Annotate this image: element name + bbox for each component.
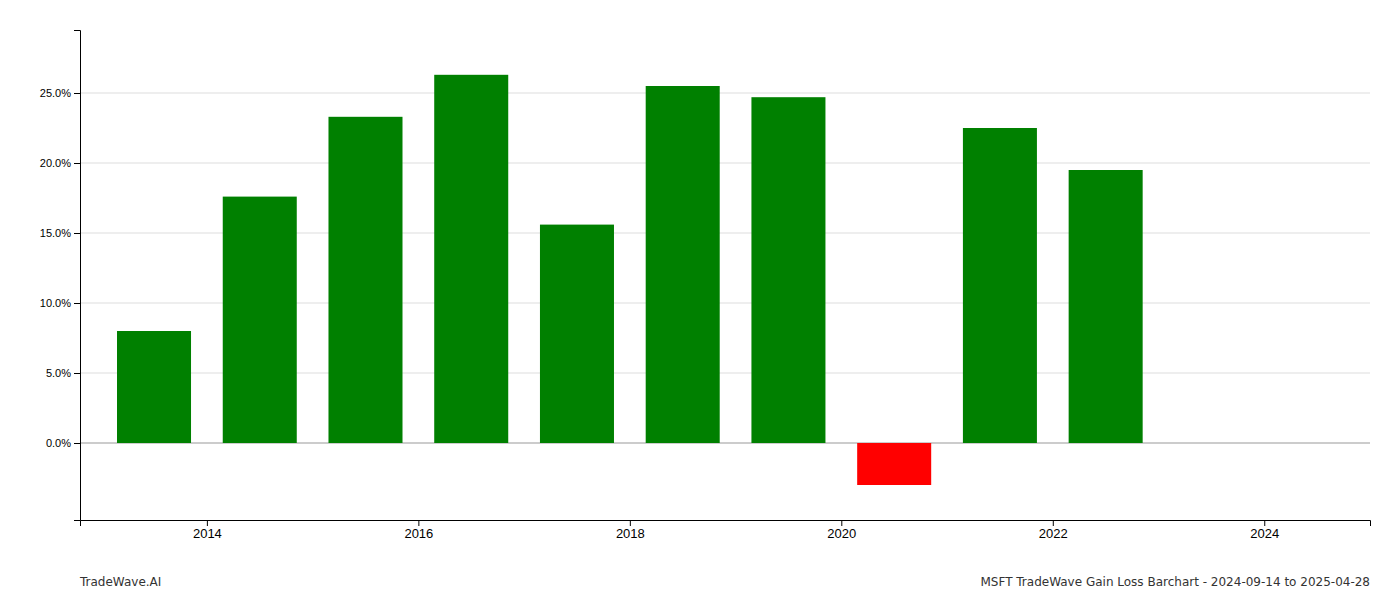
bars — [117, 75, 1143, 485]
x-tick-mark — [1264, 520, 1265, 526]
watermark: TradeWave.AI — [79, 575, 161, 589]
bar — [751, 97, 825, 443]
x-axis: 2014 2016 2018 2020 2022 2024 — [81, 520, 1371, 541]
x-tick-label: 2022 — [1039, 526, 1068, 541]
y-tick-mark — [74, 233, 80, 234]
grid-line — [80, 163, 1370, 164]
x-tick: 2014 — [193, 520, 222, 541]
y-tick-mark — [74, 373, 80, 374]
x-tick-mark — [630, 520, 631, 526]
bar — [963, 128, 1037, 443]
grid — [80, 93, 1370, 443]
x-axis-line — [81, 521, 1371, 527]
x-tick-mark — [1053, 520, 1054, 526]
y-tick-mark — [74, 163, 80, 164]
x-tick: 2020 — [827, 520, 856, 541]
bar — [223, 197, 297, 443]
x-tick-label: 2016 — [404, 526, 433, 541]
bar — [857, 443, 931, 485]
y-tick: 10.0% — [40, 297, 80, 309]
title: MSFT TradeWave Gain Loss Barchart - 2024… — [980, 575, 1370, 589]
bar — [434, 75, 508, 443]
x-tick-mark — [418, 520, 419, 526]
y-tick-label: 0.0% — [46, 437, 71, 449]
x-tick: 2016 — [404, 520, 433, 541]
y-tick-mark — [74, 303, 80, 304]
x-tick-label: 2020 — [827, 526, 856, 541]
bar — [117, 331, 191, 443]
y-tick: 0.0% — [46, 437, 80, 449]
grid-line — [80, 93, 1370, 94]
chart: 2014 2016 2018 2020 2022 2024 0.0% 5.0% 10.0% 15.… — [0, 0, 1400, 600]
y-tick-label: 25.0% — [40, 87, 71, 99]
x-tick-label: 2018 — [616, 526, 645, 541]
y-tick-label: 5.0% — [46, 367, 71, 379]
x-tick: 2018 — [616, 520, 645, 541]
bar — [1069, 170, 1143, 443]
y-tick: 20.0% — [40, 157, 80, 169]
x-tick-mark — [841, 520, 842, 526]
x-tick-label: 2024 — [1250, 526, 1279, 541]
y-tick-label: 15.0% — [40, 227, 71, 239]
y-tick: 5.0% — [46, 367, 80, 379]
y-tick-mark — [74, 93, 80, 94]
y-tick-label: 10.0% — [40, 297, 71, 309]
y-axis-line — [74, 31, 81, 521]
bar — [646, 86, 720, 443]
x-tick-label: 2014 — [193, 526, 222, 541]
plot: 2014 2016 2018 2020 2022 2024 0.0% 5.0% 10.0% 15.… — [40, 31, 1371, 542]
y-tick-label: 20.0% — [40, 157, 71, 169]
x-tick-mark — [207, 520, 208, 526]
bar — [328, 117, 402, 443]
y-tick: 15.0% — [40, 227, 80, 239]
x-tick: 2024 — [1250, 520, 1279, 541]
bar — [540, 225, 614, 443]
y-tick-mark — [74, 443, 80, 444]
y-axis: 0.0% 5.0% 10.0% 15.0% 20.0% 25.0% — [40, 31, 81, 521]
x-tick: 2022 — [1039, 520, 1068, 541]
y-tick: 25.0% — [40, 87, 80, 99]
